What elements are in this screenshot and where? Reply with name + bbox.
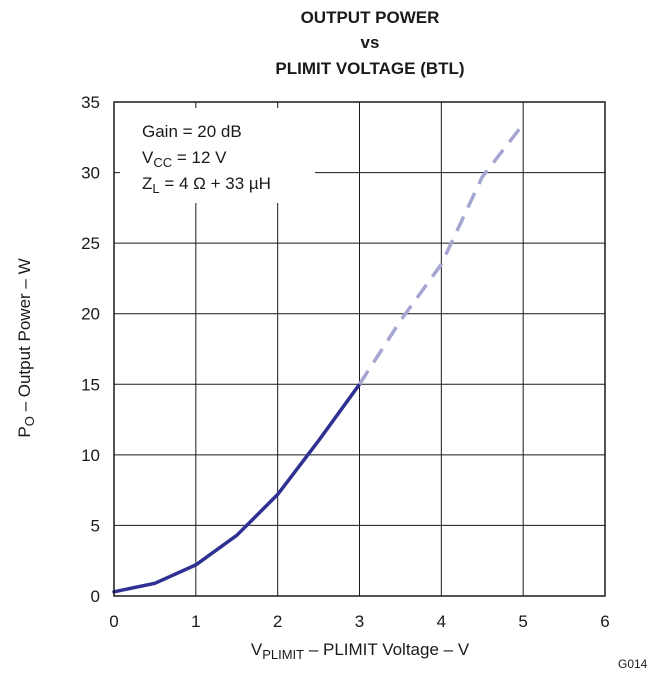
chart-title: OUTPUT POWER vs PLIMIT VOLTAGE (BTL) [275,8,464,78]
annotation-text: Gain = 20 dB VCC = 12 V ZL = 4 Ω + 33 µH [142,122,271,196]
y-tick-label: 0 [91,587,100,606]
title-line-3: PLIMIT VOLTAGE (BTL) [275,59,464,78]
annotation-gain: Gain = 20 dB [142,122,242,141]
plot-frame [113,101,606,597]
x-tick-label: 5 [518,612,527,631]
annotation-zl: ZL = 4 Ω + 33 µH [142,174,271,196]
series [112,126,523,594]
dashed-series-line [358,126,523,386]
figure-id: G014 [618,657,648,671]
y-tick-label: 10 [81,446,100,465]
x-tick-label: 2 [273,612,282,631]
y-tick-label: 15 [81,375,100,394]
x-tick-label: 6 [600,612,609,631]
y-tick-labels: 0 5 10 15 20 25 30 35 [81,93,100,606]
x-tick-label: 3 [355,612,364,631]
y-tick-label: 35 [81,93,100,112]
solid-series-line [112,382,362,594]
x-tick-labels: 0 1 2 3 4 5 6 [109,612,609,631]
x-axis-label: VPLIMIT – PLIMIT Voltage – V [251,640,470,662]
x-tick-label: 1 [191,612,200,631]
x-tick-label: 0 [109,612,118,631]
y-tick-label: 30 [81,164,100,183]
title-line-1: OUTPUT POWER [301,8,440,27]
y-tick-label: 25 [81,234,100,253]
annotation-vcc: VCC = 12 V [142,148,227,170]
y-axis-label: PO – Output Power – W [15,258,37,437]
y-tick-label: 20 [81,305,100,324]
x-tick-label: 4 [437,612,446,631]
title-line-2: vs [361,33,380,52]
y-tick-label: 5 [91,516,100,535]
annotation-box [120,108,315,203]
